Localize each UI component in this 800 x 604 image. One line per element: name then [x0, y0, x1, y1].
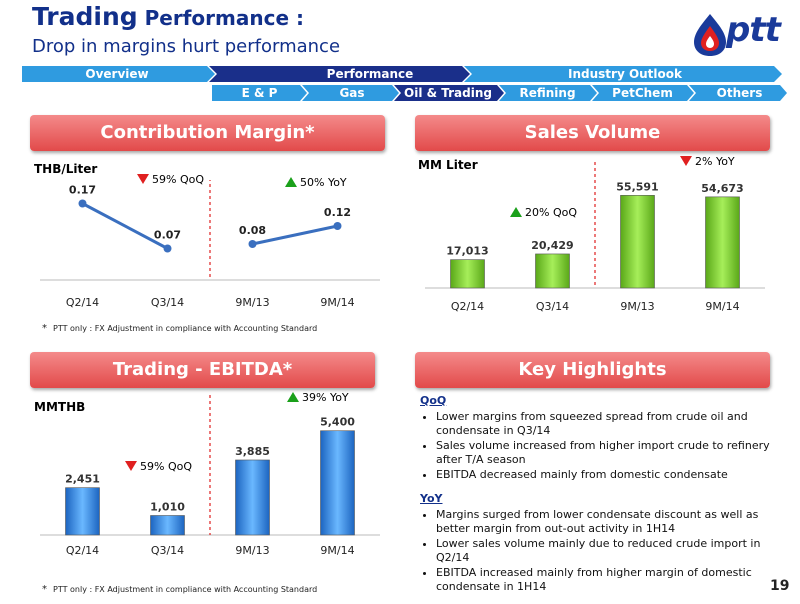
title-rest: Performance : — [137, 6, 304, 30]
title-bold: Trading — [32, 2, 138, 31]
chart-tick-label: 9M/14 — [320, 296, 354, 309]
sv-unit-label: MM Liter — [418, 158, 478, 172]
list-item: Lower sales volume mainly due to reduced… — [436, 537, 792, 565]
up-triangle-icon — [285, 177, 297, 187]
chart-bar — [235, 459, 270, 536]
chart-tick-label: Q2/14 — [66, 296, 99, 309]
ebitda-unit-label: MMTHB — [34, 400, 86, 414]
chart-bar — [450, 259, 485, 289]
chart-data-label: 0.17 — [69, 184, 96, 197]
chart-bar — [705, 196, 740, 289]
chart-data-label: 54,673 — [701, 182, 743, 195]
chart-data-label: 1,010 — [150, 500, 185, 513]
cm-footnote-text: PTT only : FX Adjustment in compliance w… — [53, 324, 318, 333]
qoq-list: Lower margins from squeezed spread from … — [420, 410, 792, 482]
list-item: Margins surged from lower condensate dis… — [436, 508, 792, 536]
chart-bar — [150, 515, 185, 536]
up-triangle-icon — [510, 207, 522, 217]
chart-point — [163, 244, 172, 253]
nav-sub-refining[interactable]: Refining — [519, 86, 576, 100]
page-number: 19 — [770, 578, 790, 594]
chart-tick-label: 9M/13 — [620, 300, 654, 313]
sales-volume-chart: 17,013 Q2/14 20,429 Q3/14 55,591 9M/13 54,673 9… — [425, 162, 765, 313]
chart-bar — [65, 487, 100, 536]
chart-tick-label: 9M/14 — [320, 544, 354, 557]
nav-sub-petchem[interactable]: PetChem — [612, 86, 673, 100]
chart-series-line — [252, 224, 338, 246]
ebitda-yoy-text: 39% YoY — [302, 391, 349, 404]
nav-sub-oil-trading[interactable]: Oil & Trading — [404, 86, 492, 100]
ebitda-footnote-text: PTT only : FX Adjustment in compliance w… — [53, 585, 318, 594]
sales-volume-header: Sales Volume — [415, 115, 770, 151]
chart-bar — [535, 253, 570, 289]
chart-bar — [620, 195, 655, 289]
chart-data-label: 17,013 — [446, 245, 488, 258]
chart-tick-label: Q3/14 — [536, 300, 569, 313]
chart-data-label: 55,591 — [616, 180, 658, 193]
chart-data-label: 0.07 — [154, 229, 181, 242]
chart-tick-label: 9M/13 — [235, 296, 269, 309]
sv-yoy-text: 2% YoY — [695, 155, 735, 168]
chart-data-label: 3,885 — [235, 445, 270, 458]
cm-qoq-text: 59% QoQ — [152, 173, 204, 186]
list-item: EBITDA decreased mainly from domestic co… — [436, 468, 792, 482]
list-item: Lower margins from squeezed spread from … — [436, 410, 792, 438]
ebitda-header: Trading - EBITDA* — [30, 352, 375, 388]
chart-data-label: 20,429 — [531, 239, 573, 252]
nav-tab-industry-outlook[interactable]: Industry Outlook — [568, 67, 682, 81]
down-triangle-icon — [137, 174, 149, 184]
down-triangle-icon — [680, 156, 692, 166]
ebitda-qoq-text: 59% QoQ — [140, 460, 192, 473]
cm-yoy-badge: 50% YoY — [285, 176, 347, 189]
up-triangle-icon — [287, 392, 299, 402]
chart-point — [333, 222, 342, 230]
chart-tick-label: Q2/14 — [66, 544, 99, 557]
cm-yoy-text: 50% YoY — [300, 176, 347, 189]
chart-tick-label: 9M/14 — [705, 300, 739, 313]
qoq-heading: QoQ — [420, 394, 447, 407]
chart-tick-label: 9M/13 — [235, 544, 269, 557]
chart-tick-label: Q3/14 — [151, 296, 184, 309]
yoy-list: Margins surged from lower condensate dis… — [420, 508, 792, 594]
cm-unit-label: THB/Liter — [34, 162, 98, 176]
chart-point — [78, 199, 87, 208]
contribution-margin-chart: 0.17 0.07 0.08 0.12 Q2/14 Q3/14 9M/13 9M/14 — [40, 180, 380, 309]
key-highlights-panel: QoQ Lower margins from squeezed spread f… — [420, 394, 792, 604]
nav-sub-gas[interactable]: Gas — [339, 86, 365, 100]
ebitda-footnote: * PTT only : FX Adjustment in compliance … — [42, 584, 318, 595]
nav-tab-overview[interactable]: Overview — [85, 67, 149, 81]
ptt-flame-icon — [694, 14, 726, 56]
down-triangle-icon — [125, 461, 137, 471]
list-item: EBITDA increased mainly from higher marg… — [436, 566, 792, 594]
cm-footnote: * PTT only : FX Adjustment in compliance … — [42, 323, 318, 334]
chart-data-label: 0.08 — [239, 224, 266, 237]
contribution-margin-header: Contribution Margin* — [30, 115, 385, 151]
ebitda-yoy-badge: 39% YoY — [287, 391, 349, 404]
nav-tab-performance[interactable]: Performance — [326, 67, 414, 81]
sv-qoq-text: 20% QoQ — [525, 206, 577, 219]
cm-qoq-badge: 59% QoQ — [137, 173, 204, 186]
nav-sub-others[interactable]: Others — [716, 86, 763, 100]
yoy-heading: YoY — [420, 492, 443, 505]
chart-point — [248, 240, 257, 248]
sv-yoy-badge: 2% YoY — [680, 155, 735, 168]
chart-tick-label: Q3/14 — [151, 544, 184, 557]
nav-sub-ep[interactable]: E & P — [241, 86, 278, 100]
nav-sub-ribbon — [212, 85, 787, 101]
chart-data-label: 5,400 — [320, 416, 355, 429]
chart-bar — [320, 430, 355, 536]
ptt-logo: ptt — [726, 10, 781, 50]
chart-data-label: 0.12 — [324, 206, 351, 219]
ebitda-qoq-badge: 59% QoQ — [125, 460, 192, 473]
list-item: Sales volume increased from higher impor… — [436, 439, 792, 467]
chart-data-label: 2,451 — [65, 473, 100, 486]
page-subtitle: Drop in margins hurt performance — [32, 36, 341, 57]
chart-series-line — [81, 202, 169, 250]
key-highlights-header: Key Highlights — [415, 352, 770, 388]
ebitda-chart: 2,451 Q2/14 1,010 Q3/14 3,885 9M/13 5,400 9M/14 — [40, 395, 380, 557]
sv-qoq-badge: 20% QoQ — [510, 206, 577, 219]
chart-tick-label: Q2/14 — [451, 300, 484, 313]
page-title: Trading Performance : — [32, 2, 304, 31]
nav-top-ribbon — [22, 66, 782, 82]
